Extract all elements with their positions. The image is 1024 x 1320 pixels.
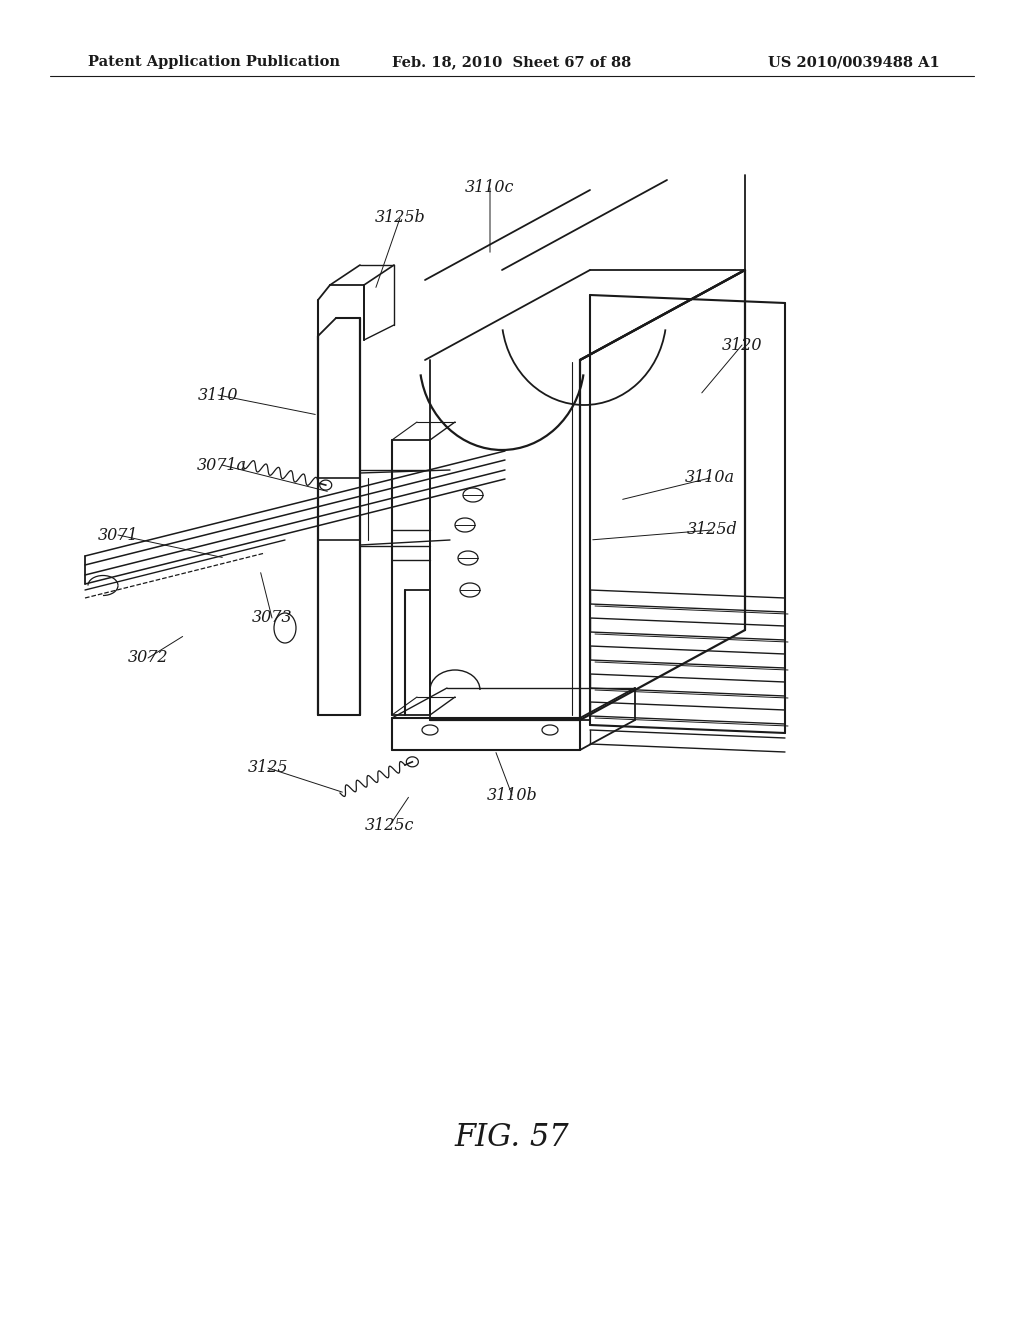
Text: 3110b: 3110b	[486, 787, 538, 804]
Text: 3071a: 3071a	[197, 457, 247, 474]
Text: 3071: 3071	[97, 527, 138, 544]
Text: 3120: 3120	[722, 337, 762, 354]
Text: US 2010/0039488 A1: US 2010/0039488 A1	[768, 55, 940, 69]
Text: FIG. 57: FIG. 57	[455, 1122, 569, 1154]
Text: 3110: 3110	[198, 387, 239, 404]
Text: 3125b: 3125b	[375, 210, 425, 227]
Text: 3110c: 3110c	[465, 180, 515, 197]
Text: 3125c: 3125c	[366, 817, 415, 833]
Text: 3125: 3125	[248, 759, 288, 776]
Text: 3110a: 3110a	[685, 470, 735, 487]
Text: Patent Application Publication: Patent Application Publication	[88, 55, 340, 69]
Text: 3072: 3072	[128, 649, 168, 667]
Text: 3125d: 3125d	[687, 521, 737, 539]
Text: Feb. 18, 2010  Sheet 67 of 88: Feb. 18, 2010 Sheet 67 of 88	[392, 55, 632, 69]
Text: 3073: 3073	[252, 610, 292, 627]
